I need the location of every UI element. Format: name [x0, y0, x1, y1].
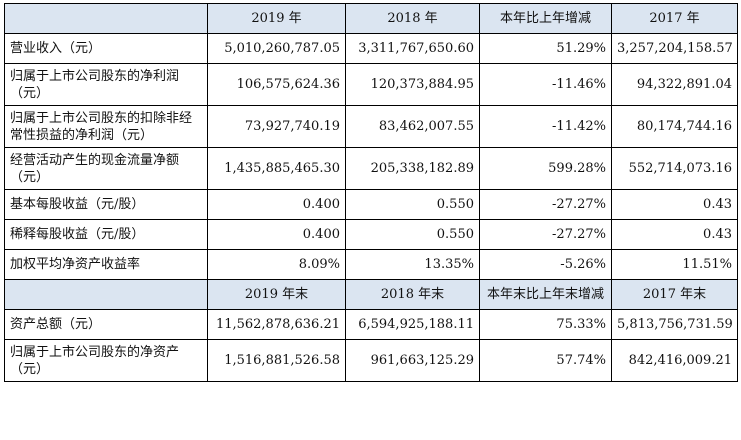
- header-blank-cell: [4, 3, 208, 34]
- row-label: 归属于上市公司股东的净资产（元）: [4, 339, 208, 382]
- value-cell: 80,174,744.16: [611, 105, 738, 148]
- row-label: 营业收入（元）: [4, 33, 208, 64]
- column-header: 2019 年: [207, 3, 346, 34]
- column-header: 2018 年: [345, 3, 480, 34]
- table-row: 稀释每股收益（元/股） 0.400 0.550 -27.27% 0.43: [4, 219, 738, 250]
- table-row: 归属于上市公司股东的扣除非经常性损益的净利润（元） 73,927,740.19 83…: [4, 105, 738, 148]
- column-header: 本年比上年增减: [479, 3, 612, 34]
- header-row: 2019 年末 2018 年末 本年末比上年末增减 2017 年末: [4, 279, 738, 310]
- value-cell: 3,311,767,650.60: [345, 33, 480, 64]
- column-header: 本年末比上年末增减: [479, 279, 612, 310]
- row-label: 资产总额（元）: [4, 309, 208, 340]
- column-header: 2019 年末: [207, 279, 346, 310]
- row-label: 归属于上市公司股东的扣除非经常性损益的净利润（元）: [4, 105, 208, 148]
- value-cell: 57.74%: [479, 339, 612, 382]
- table-row: 加权平均净资产收益率 8.09% 13.35% -5.26% 11.51%: [4, 249, 738, 280]
- value-cell: 0.43: [611, 189, 738, 220]
- table-row: 基本每股收益（元/股） 0.400 0.550 -27.27% 0.43: [4, 189, 738, 220]
- header-row: 2019 年 2018 年本年比上年增减 2017 年: [4, 3, 738, 34]
- value-cell: -11.46%: [479, 63, 612, 106]
- value-cell: 0.43: [611, 219, 738, 250]
- value-cell: -27.27%: [479, 189, 612, 220]
- table-row: 营业收入（元） 5,010,260,787.05 3,311,767,650.60 5…: [4, 33, 738, 64]
- column-header: 2017 年末: [611, 279, 738, 310]
- value-cell: 13.35%: [345, 249, 480, 280]
- financial-table-container: 2019 年 2018 年本年比上年增减 2017 年营业收入（元） 5,010,26…: [4, 3, 738, 382]
- value-cell: 599.28%: [479, 147, 612, 190]
- value-cell: 0.550: [345, 189, 480, 220]
- value-cell: 961,663,125.29: [345, 339, 480, 382]
- value-cell: 842,416,009.21: [611, 339, 738, 382]
- financial-summary-table: 2019 年 2018 年本年比上年增减 2017 年营业收入（元） 5,010,26…: [4, 3, 738, 382]
- value-cell: -11.42%: [479, 105, 612, 148]
- value-cell: 1,516,881,526.58: [207, 339, 346, 382]
- value-cell: 6,594,925,188.11: [345, 309, 480, 340]
- value-cell: 0.400: [207, 189, 346, 220]
- header-blank-cell: [4, 279, 208, 310]
- value-cell: 3,257,204,158.57: [611, 33, 738, 64]
- value-cell: 106,575,624.36: [207, 63, 346, 106]
- value-cell: 11,562,878,636.21: [207, 309, 346, 340]
- value-cell: 11.51%: [611, 249, 738, 280]
- row-label: 经营活动产生的现金流量净额（元）: [4, 147, 208, 190]
- value-cell: 83,462,007.55: [345, 105, 480, 148]
- value-cell: 0.550: [345, 219, 480, 250]
- value-cell: 205,338,182.89: [345, 147, 480, 190]
- value-cell: 5,813,756,731.59: [611, 309, 738, 340]
- value-cell: 120,373,884.95: [345, 63, 480, 106]
- row-label: 稀释每股收益（元/股）: [4, 219, 208, 250]
- table-row: 资产总额（元） 11,562,878,636.21 6,594,925,188.11…: [4, 309, 738, 340]
- table-row: 归属于上市公司股东的净资产（元） 1,516,881,526.58 961,663,…: [4, 339, 738, 382]
- table-row: 经营活动产生的现金流量净额（元） 1,435,885,465.30 205,338,…: [4, 147, 738, 190]
- value-cell: 0.400: [207, 219, 346, 250]
- column-header: 2018 年末: [345, 279, 480, 310]
- row-label: 加权平均净资产收益率: [4, 249, 208, 280]
- table-row: 归属于上市公司股东的净利润（元） 106,575,624.36 120,373,88…: [4, 63, 738, 106]
- value-cell: -27.27%: [479, 219, 612, 250]
- column-header: 2017 年: [611, 3, 738, 34]
- value-cell: 94,322,891.04: [611, 63, 738, 106]
- value-cell: 73,927,740.19: [207, 105, 346, 148]
- value-cell: 5,010,260,787.05: [207, 33, 346, 64]
- row-label: 归属于上市公司股东的净利润（元）: [4, 63, 208, 106]
- value-cell: 1,435,885,465.30: [207, 147, 346, 190]
- row-label: 基本每股收益（元/股）: [4, 189, 208, 220]
- value-cell: -5.26%: [479, 249, 612, 280]
- value-cell: 75.33%: [479, 309, 612, 340]
- value-cell: 552,714,073.16: [611, 147, 738, 190]
- value-cell: 8.09%: [207, 249, 346, 280]
- value-cell: 51.29%: [479, 33, 612, 64]
